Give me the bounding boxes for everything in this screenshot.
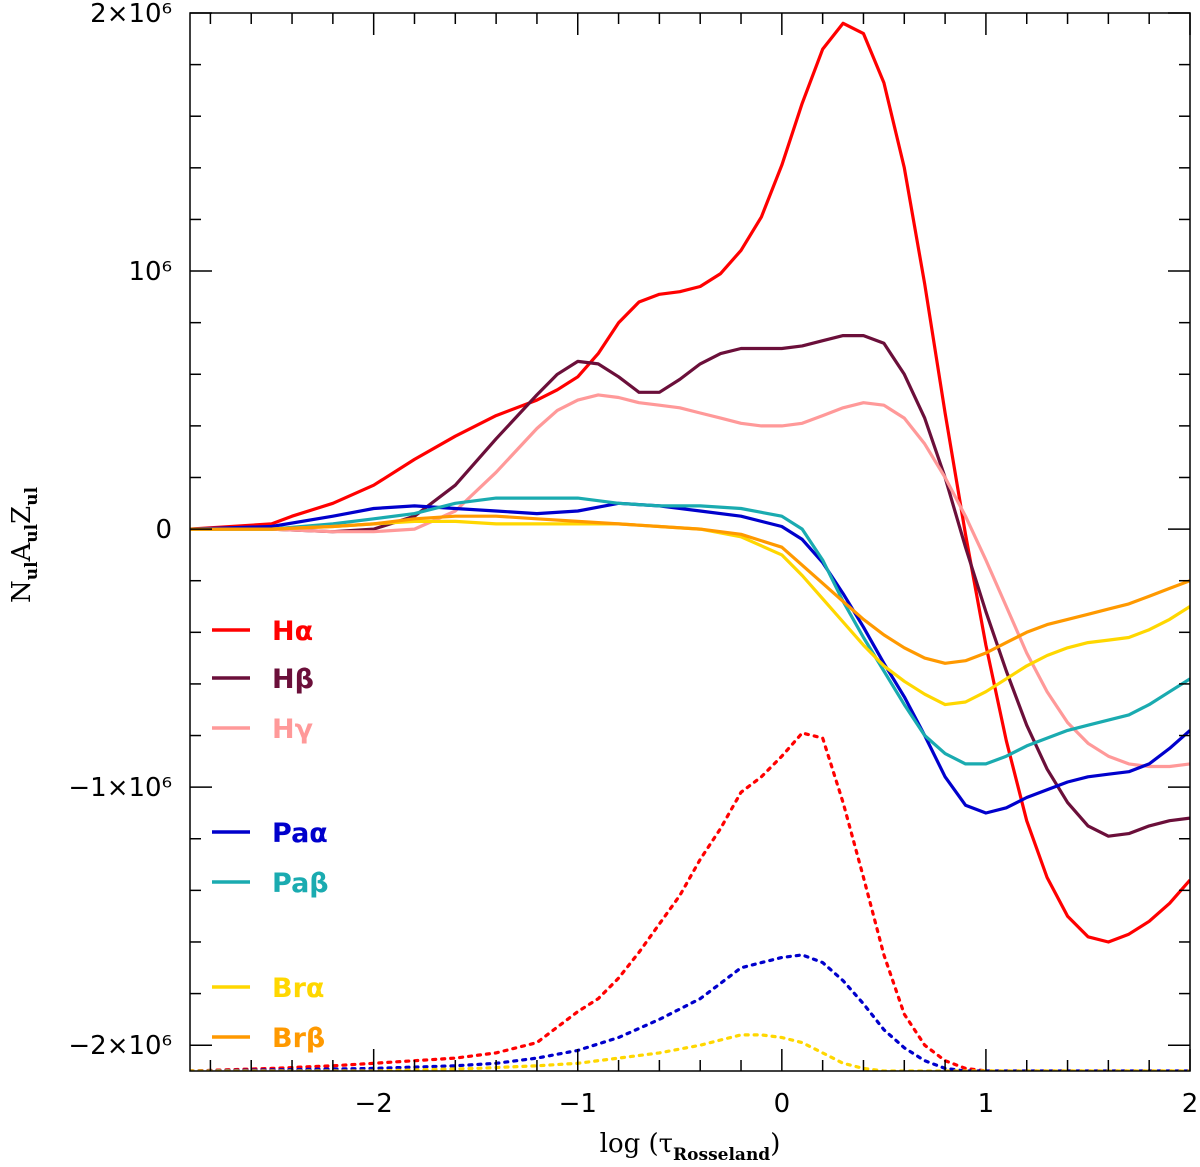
series-line-Brβ <box>190 514 1190 665</box>
x-axis-label: log (τRosseland) <box>600 1129 781 1165</box>
y-tick-label: 0 <box>155 515 172 545</box>
legend-label: Brβ <box>272 1023 325 1054</box>
series-line-dotted-9 <box>190 1033 1190 1071</box>
y-tick-label: 10⁶ <box>128 257 172 287</box>
series-line-Hα <box>190 21 1190 944</box>
legend-label: Brα <box>272 973 324 1004</box>
x-tick-label: 0 <box>774 1089 791 1119</box>
legend-label: Paα <box>272 818 328 849</box>
ticks-layer <box>190 12 1191 1071</box>
legend-label: Hα <box>272 616 313 647</box>
legend-label: Paβ <box>272 868 329 899</box>
x-tick-label: −2 <box>355 1089 393 1119</box>
legend-label: Hβ <box>272 664 314 695</box>
series-line-Paβ <box>190 496 1190 766</box>
series-line-Brα <box>190 519 1190 707</box>
x-tick-label: 1 <box>978 1089 995 1119</box>
y-axis-label: NulAulZul <box>7 486 42 603</box>
plot-frame <box>189 12 1191 1072</box>
y-tick-label: −1×10⁶ <box>68 773 172 803</box>
series-layer <box>190 21 1190 1071</box>
axis-labels: −2 −1 0 1 2 2×10⁶ 10⁶ 0 −1×10⁶ −2×10⁶ log (τRossel… <box>7 0 1198 1165</box>
series-line-dotted-8 <box>190 953 1190 1071</box>
legend: Hα Hβ Hγ Paα Paβ Brα Brβ <box>212 616 329 1054</box>
series-line-Hγ <box>190 393 1190 769</box>
y-tick-label: −2×10⁶ <box>68 1031 172 1061</box>
series-line-dotted-7 <box>190 731 1190 1071</box>
x-tick-label: −1 <box>559 1089 597 1119</box>
y-tick-label: 2×10⁶ <box>90 0 172 29</box>
legend-label: Hγ <box>272 714 313 745</box>
x-tick-label: 2 <box>1182 1089 1199 1119</box>
